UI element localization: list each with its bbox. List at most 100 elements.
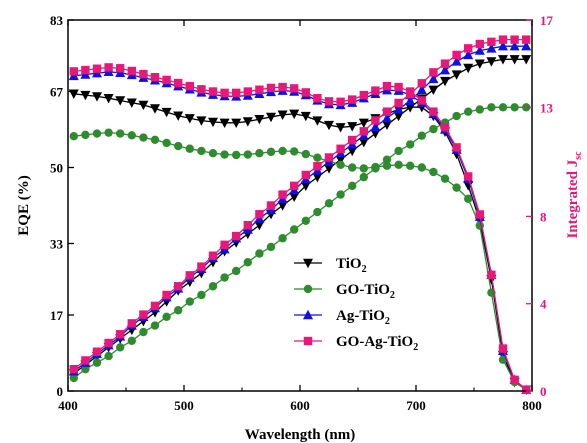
go-ag-tio2-jsc-point [208,251,218,260]
go-tio2-eqe-point [290,147,299,156]
go-tio2-eqe-point [464,194,473,203]
tio2-eqe-point [115,96,126,106]
go-tio2-eqe-point [127,131,136,140]
go-ag-tio2-eqe-point [487,270,496,279]
go-tio2-jsc-point [406,140,415,149]
tio2-jsc-point [451,70,462,80]
go-ag-tio2-eqe-point [139,69,148,79]
tio2-eqe-point [126,98,137,108]
legend-label-sub: 2 [390,290,395,301]
tio2-jsc-point [486,57,497,67]
y-tick-label: 33 [50,236,64,251]
ag-tio2-jsc-point [416,84,427,95]
tio2-jsc-point [440,76,450,87]
go-ag-tio2-eqe-point [162,75,171,85]
go-tio2-eqe-point [313,153,322,162]
go-ag-tio2-jsc-point [371,116,380,125]
go-ag-tio2-jsc-point [359,127,368,136]
go-ag-tio2-jsc-point [382,107,392,116]
go-ag-tio2-eqe-point [243,87,252,96]
go-ag-tio2-eqe-point [92,64,102,73]
go-tio2-jsc-point [313,207,322,217]
ag-tio2-jsc-point [486,43,497,53]
go-tio2-eqe-point [440,174,450,183]
go-tio2-eqe-point [406,161,415,170]
ag-tio2-jsc-point [463,49,474,60]
go-ag-tio2-eqe-point [359,90,368,100]
y2-tick-label: 13 [540,100,554,115]
go-tio2-eqe-point [208,149,218,158]
go-tio2-eqe-point [174,141,183,151]
go-ag-tio2-jsc-point [92,347,102,356]
legend-label-main: GO-TiO [336,282,390,298]
go-ag-tio2-eqe-point [104,63,113,72]
legend-label-main: Ag-TiO [336,308,385,324]
legend-marker-tio2 [303,258,313,269]
y-tick-label: 83 [50,13,64,28]
go-tio2-eqe-point [359,164,368,173]
ag-tio2-jsc-point [370,121,381,132]
go-tio2-eqe-point [92,129,102,138]
go-ag-tio2-eqe-point [266,83,276,93]
y2-axis-title-main: Integrated J [565,159,581,238]
tio2-jsc-point [324,164,334,174]
legend-label-go-tio2: GO-TiO2 [336,282,395,301]
go-ag-tio2-jsc-point [174,282,183,291]
tio2-jsc-point [300,181,311,192]
y2-tick-label: 8 [540,209,547,224]
go-tio2-jsc-point [348,181,357,191]
go-ag-tio2-eqe-point [313,94,322,103]
ag-tio2-jsc-point [428,73,439,84]
go-ag-tio2-jsc-point [452,50,461,60]
tio2-eqe-point [242,117,253,127]
y-tick-label: 50 [50,161,63,176]
go-ag-tio2-jsc-point [243,220,252,230]
go-tio2-eqe-point [139,133,148,142]
ag-tio2-eqe-line [73,71,527,391]
go-tio2-jsc-point [116,343,125,352]
tio2-jsc-point [521,55,532,65]
x-tick-label: 800 [522,398,542,413]
go-ag-tio2-jsc-point [406,90,415,99]
go-tio2-eqe-point [150,135,160,144]
plot-layer [68,35,532,395]
ag-tio2-jsc-point [382,113,392,123]
go-tio2-eqe-point [185,144,194,153]
go-ag-tio2-jsc-point [104,338,113,348]
tio2-eqe-point [347,122,358,132]
go-ag-tio2-eqe-point [510,375,519,385]
x-tick-label: 400 [58,398,78,413]
go-ag-tio2-eqe-point [464,172,473,181]
y2-axis-title: Integrated Jsc [565,151,584,239]
go-tio2-eqe-point [348,163,357,172]
ag-tio2-jsc-point [521,40,532,51]
y2-tick-label: 17 [540,13,554,28]
tio2-jsc-point [347,146,358,157]
tio2-eqe-point [161,107,172,118]
go-ag-tio2-eqe-point [69,67,78,76]
go-ag-tio2-eqe-point [278,82,287,92]
go-ag-tio2-eqe-point [324,97,334,106]
legend-label-tio2: TiO2 [336,256,367,275]
ag-tio2-jsc-point [498,40,508,51]
go-ag-tio2-jsc-point [139,310,148,319]
go-ag-tio2-eqe-point [127,66,136,76]
tio2-jsc-point [277,201,288,211]
go-ag-tio2-eqe-point [475,210,484,219]
go-ag-tio2-jsc-point [324,153,334,162]
go-tio2-eqe-point [104,128,113,137]
go-ag-tio2-jsc-point [313,162,322,171]
plot-frame [67,19,533,392]
go-ag-tio2-eqe-point [255,85,264,94]
y2-tick-label: 0 [540,384,547,399]
go-tio2-jsc-point [464,107,473,116]
tio2-eqe-point [231,118,242,129]
go-tio2-jsc-point [510,103,519,112]
go-ag-tio2-eqe-point [382,81,392,91]
go-tio2-jsc-point [150,321,160,330]
legend-label-sub: 2 [413,342,418,353]
go-tio2-jsc-point [104,351,113,361]
go-ag-tio2-jsc-point [232,231,241,241]
go-ag-tio2-eqe-point [440,123,450,132]
x-tick-label: 500 [174,398,194,413]
